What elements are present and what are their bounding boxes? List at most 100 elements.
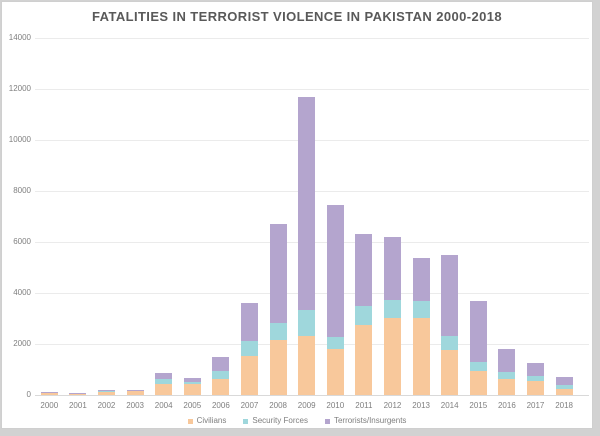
bar-segment-terrorists-insurgents xyxy=(126,390,144,391)
bar-segment-civilians xyxy=(183,384,201,395)
bar-segment-security-forces xyxy=(298,310,316,336)
bar-segment-civilians xyxy=(212,379,230,395)
legend-item-civilians: Civilians xyxy=(187,416,227,425)
chart-title: FATALITIES IN TERRORIST VIOLENCE IN PAKI… xyxy=(92,9,502,24)
bar-2015 xyxy=(469,301,487,395)
bar-segment-civilians xyxy=(326,349,344,395)
bar-segment-terrorists-insurgents xyxy=(355,234,373,306)
bar-segment-civilians xyxy=(469,371,487,395)
legend-swatch-security-forces xyxy=(243,418,249,424)
bar-segment-civilians xyxy=(241,356,258,395)
legend-swatch-terrorists-insurgents xyxy=(324,418,330,424)
bar-2017 xyxy=(527,362,544,395)
x-axis-label: 2001 xyxy=(68,401,87,410)
x-axis-label: 2014 xyxy=(440,401,459,410)
x-axis-label: 2017 xyxy=(526,401,545,410)
y-axis-label: 14000 xyxy=(8,33,31,42)
x-axis-label: 2005 xyxy=(183,401,202,410)
x-axis-label: 2007 xyxy=(240,401,259,410)
legend-label: Terrorists/Insurgents xyxy=(333,416,407,425)
bar-segment-security-forces xyxy=(469,362,487,371)
bar-2011 xyxy=(355,234,373,395)
y-axis-label: 0 xyxy=(26,390,31,399)
bar-segment-civilians xyxy=(98,391,115,395)
bar-segment-terrorists-insurgents xyxy=(183,378,201,382)
bar-segment-security-forces xyxy=(384,299,401,319)
bar-segment-security-forces xyxy=(40,392,58,394)
bar-segment-security-forces xyxy=(269,323,287,341)
bar-segment-security-forces xyxy=(241,340,258,357)
bar-segment-terrorists-insurgents xyxy=(469,301,487,363)
legend-swatch-civilians xyxy=(187,418,193,424)
bar-segment-civilians xyxy=(441,349,459,395)
bar-segment-terrorists-insurgents xyxy=(40,392,58,393)
bar-2009 xyxy=(298,96,316,395)
bar-segment-security-forces xyxy=(155,379,173,384)
x-axis-label: 2013 xyxy=(412,401,430,410)
bar-segment-terrorists-insurgents xyxy=(98,389,115,391)
bar-segment-civilians xyxy=(384,318,401,395)
x-axis-label: 2016 xyxy=(497,401,516,410)
x-axis-label: 2009 xyxy=(297,401,316,410)
bar-2004 xyxy=(155,372,173,395)
x-axis-line xyxy=(35,395,589,396)
x-axis-label: 2003 xyxy=(126,401,144,410)
bar-segment-security-forces xyxy=(441,335,459,350)
bar-segment-security-forces xyxy=(98,390,115,392)
gridline xyxy=(35,89,589,90)
bar-segment-security-forces xyxy=(355,305,373,326)
bar-segment-civilians xyxy=(40,393,58,395)
bar-segment-security-forces xyxy=(412,301,430,319)
bar-2012 xyxy=(384,236,401,395)
bar-2003 xyxy=(126,390,144,395)
bar-segment-civilians xyxy=(298,335,316,395)
bar-2005 xyxy=(183,378,201,395)
bar-segment-terrorists-insurgents xyxy=(498,349,516,372)
y-axis-label: 10000 xyxy=(8,135,31,144)
chart-card: FATALITIES IN TERRORIST VIOLENCE IN PAKI… xyxy=(1,1,593,429)
bar-segment-security-forces xyxy=(183,381,201,385)
y-axis-label: 2000 xyxy=(13,339,31,348)
bar-2010 xyxy=(326,205,344,395)
x-axis-label: 2008 xyxy=(269,401,287,410)
bar-2016 xyxy=(498,349,516,395)
bar-2006 xyxy=(212,357,230,395)
bar-2014 xyxy=(441,254,459,395)
bar-segment-terrorists-insurgents xyxy=(412,257,430,302)
plot-area: 0 2000 4000 6000 8000 10000 12000 14000 2000 2001… xyxy=(2,2,592,428)
bar-segment-civilians xyxy=(527,381,544,395)
x-axis-label: 2000 xyxy=(40,401,59,410)
bar-segment-terrorists-insurgents xyxy=(155,372,173,380)
y-axis-label: 6000 xyxy=(13,237,31,246)
x-axis-label: 2018 xyxy=(555,401,573,410)
x-axis-label: 2010 xyxy=(326,401,345,410)
bar-segment-civilians xyxy=(69,393,87,395)
bar-segment-security-forces xyxy=(498,371,516,380)
gridline xyxy=(35,38,589,39)
bar-segment-security-forces xyxy=(555,384,573,390)
y-axis-label: 4000 xyxy=(13,288,31,297)
legend-label: Civilians xyxy=(196,416,227,425)
x-axis-label: 2004 xyxy=(154,401,173,410)
x-axis-label: 2012 xyxy=(383,401,402,410)
bar-2001 xyxy=(69,393,87,395)
bar-2007 xyxy=(241,303,258,395)
bar-segment-civilians xyxy=(355,325,373,395)
bar-2018 xyxy=(555,377,573,395)
bar-segment-terrorists-insurgents xyxy=(241,303,258,341)
bar-segment-security-forces xyxy=(326,337,344,350)
x-axis-label: 2002 xyxy=(97,401,116,410)
bar-segment-terrorists-insurgents xyxy=(555,377,573,385)
bar-segment-civilians xyxy=(498,379,516,395)
legend: Civilians Security Forces Terrorists/Insur… xyxy=(2,417,592,425)
legend-item-security-forces: Security Forces xyxy=(243,417,308,425)
bar-segment-terrorists-insurgents xyxy=(441,254,459,336)
x-axis-label: 2011 xyxy=(355,401,373,410)
bar-segment-civilians xyxy=(155,383,173,395)
bar-segment-civilians xyxy=(412,318,430,395)
bar-segment-terrorists-insurgents xyxy=(212,357,230,372)
bar-segment-security-forces xyxy=(126,390,144,392)
bar-segment-civilians xyxy=(126,391,144,395)
bar-2008 xyxy=(269,223,287,395)
bar-segment-terrorists-insurgents xyxy=(269,223,287,324)
